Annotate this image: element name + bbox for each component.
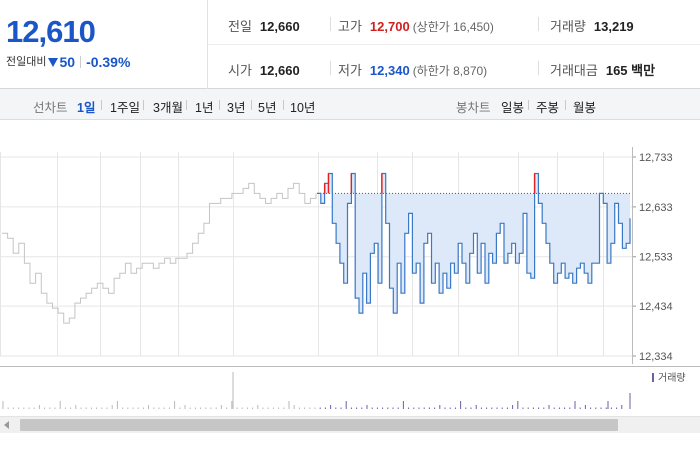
volume-chart xyxy=(2,372,631,409)
divider xyxy=(528,100,529,110)
down-triangle-icon xyxy=(48,58,59,67)
period-1w[interactable]: 1주일 xyxy=(110,101,140,115)
change-percent: -0.39% xyxy=(86,54,131,70)
divider xyxy=(538,17,539,31)
upper-limit: (상한가 16,450) xyxy=(412,20,494,34)
divider xyxy=(143,100,144,110)
stat-open: 시가 12,660 xyxy=(228,60,300,79)
chart-grid xyxy=(0,120,700,416)
stat-value: 12,340 xyxy=(369,63,410,78)
period-10y[interactable]: 10년 xyxy=(290,101,316,115)
candle-daily[interactable]: 일봉 xyxy=(501,101,525,115)
period-1d[interactable]: 1일 xyxy=(77,101,96,115)
stat-value: 13,219 xyxy=(593,19,634,34)
y-tick-label: 12,334 xyxy=(639,351,673,363)
candle-monthly[interactable]: 월봉 xyxy=(573,101,597,115)
candle-weekly[interactable]: 주봉 xyxy=(536,101,560,115)
y-tick-label: 12,434 xyxy=(639,301,673,313)
stat-label: 고가 xyxy=(338,19,362,34)
price-summary: 12,610 전일대비 50 -0.39% 전일 12,660 고가 12,700 (상한… xyxy=(0,0,700,89)
current-price: 12,610 xyxy=(6,14,96,49)
chart-scrollbar[interactable] xyxy=(0,416,700,433)
stat-label: 저가 xyxy=(338,63,362,78)
scroll-left-icon[interactable] xyxy=(4,421,9,429)
stat-prev-close: 전일 12,660 xyxy=(228,16,300,35)
stat-low: 저가 12,340 (하한가 8,870) xyxy=(338,60,487,79)
change-label: 전일대비 xyxy=(6,56,47,68)
period-3m[interactable]: 3개월 xyxy=(153,101,183,115)
price-chart[interactable]: 12,334 12,434 12,533 12,633 12,733 거래량 xyxy=(0,120,700,450)
scroll-thumb[interactable] xyxy=(20,419,618,431)
divider xyxy=(101,100,102,110)
y-tick-label: 12,733 xyxy=(639,152,673,164)
y-tick-label: 12,533 xyxy=(639,252,673,264)
divider xyxy=(565,100,566,110)
stat-high: 고가 12,700 (상한가 16,450) xyxy=(338,16,494,35)
y-axis: 12,334 12,434 12,533 12,633 12,733 xyxy=(0,147,700,367)
divider xyxy=(80,56,82,68)
lower-limit: (하한가 8,870) xyxy=(412,64,488,78)
y-tick-label: 12,633 xyxy=(639,202,673,214)
divider xyxy=(251,100,252,110)
prior-series-line xyxy=(2,182,317,324)
divider xyxy=(208,44,700,45)
divider xyxy=(330,61,331,75)
stat-volume: 거래량 13,219 xyxy=(550,16,634,35)
stat-value: 165 백만 xyxy=(605,63,656,78)
period-3y[interactable]: 3년 xyxy=(227,101,246,115)
stat-value: 12,660 xyxy=(259,63,300,78)
price-box: 12,610 전일대비 50 -0.39% xyxy=(0,0,208,89)
stat-value: 12,700 xyxy=(369,19,410,34)
candle-chart-label: 봉차트 xyxy=(456,101,491,115)
stat-label: 전일 xyxy=(228,19,252,34)
stat-amount: 거래대금 165 백만 xyxy=(550,60,655,79)
divider xyxy=(186,100,187,110)
divider xyxy=(538,61,539,75)
divider xyxy=(283,100,284,110)
period-toolbar: 선차트 1일 1주일 3개월 1년 3년 5년 10년 봉차트 일봉 주봉 월봉 xyxy=(0,89,700,120)
period-1y[interactable]: 1년 xyxy=(195,101,214,115)
stat-value: 12,660 xyxy=(259,19,300,34)
prior-price-line xyxy=(2,182,317,324)
price-series-line xyxy=(317,172,631,314)
stat-label: 거래대금 xyxy=(550,63,598,78)
divider xyxy=(330,17,331,31)
chart-canvas[interactable]: 12,334 12,434 12,533 12,633 12,733 xyxy=(0,120,700,416)
stat-label: 거래량 xyxy=(550,19,586,34)
stat-label: 시가 xyxy=(228,63,252,78)
period-5y[interactable]: 5년 xyxy=(258,101,277,115)
divider xyxy=(219,100,220,110)
line-chart-label: 선차트 xyxy=(33,101,68,115)
price-line xyxy=(317,172,631,314)
chart-bg xyxy=(0,120,700,416)
stat-grid: 전일 12,660 고가 12,700 (상한가 16,450) 거래량 13,219 … xyxy=(208,0,700,89)
change-row: 전일대비 50 -0.39% xyxy=(6,53,130,70)
change-amount: 50 xyxy=(59,54,76,70)
